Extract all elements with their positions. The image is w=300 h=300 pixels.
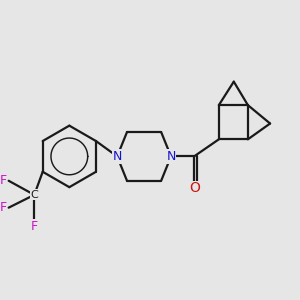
Text: F: F [0,174,7,187]
Text: F: F [0,201,7,214]
Text: O: O [190,182,200,195]
Text: N: N [166,150,176,163]
Text: C: C [30,190,38,200]
Text: F: F [31,220,38,232]
Text: N: N [112,150,122,163]
